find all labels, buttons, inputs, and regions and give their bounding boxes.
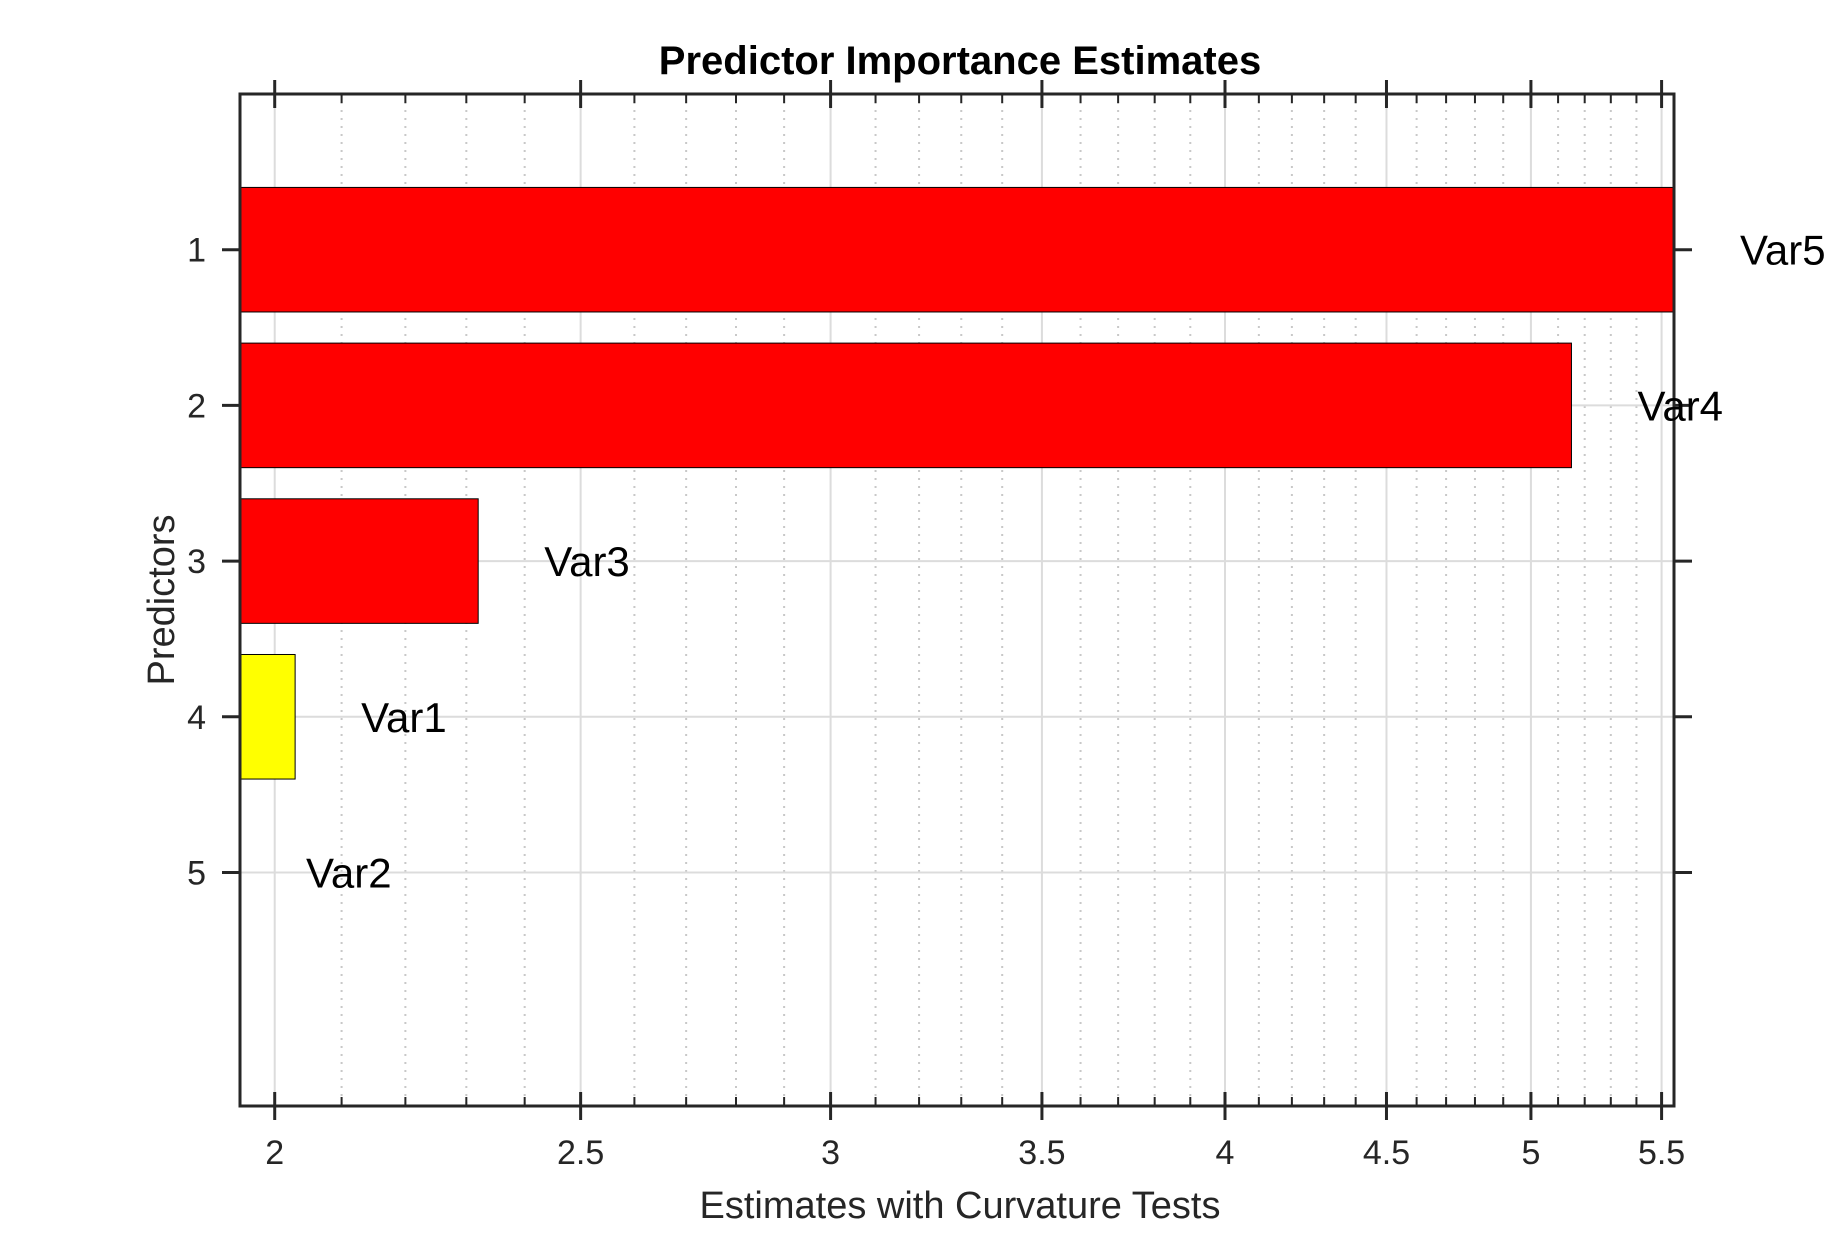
x-tick-label: 4 xyxy=(1216,1134,1235,1172)
x-tick-label: 2.5 xyxy=(557,1134,604,1172)
y-axis-label: Predictors xyxy=(141,514,183,685)
y-tick-label: 5 xyxy=(187,854,206,892)
bar-label-var3: Var3 xyxy=(544,538,630,585)
bar-label-var5: Var5 xyxy=(1740,227,1826,274)
tick-layer xyxy=(222,80,1692,1120)
x-tick-label: 3 xyxy=(821,1134,840,1172)
x-tick-label: 5 xyxy=(1521,1134,1540,1172)
y-tick-label: 2 xyxy=(187,387,206,425)
label-layer: 2 2.5 3 3.5 4 4.5 5 5.5 1 2 3 4 5 Var5 Var4 Var3 Var1 Var… xyxy=(187,227,1826,1172)
bar-var1 xyxy=(239,653,296,780)
x-tick-label: 2 xyxy=(265,1134,284,1172)
chart-title: Predictor Importance Estimates xyxy=(659,39,1261,83)
y-tick-label: 3 xyxy=(187,543,206,581)
x-tick-label: 3.5 xyxy=(1018,1134,1065,1172)
x-tick-label: 5.5 xyxy=(1638,1134,1685,1172)
y-tick-label: 4 xyxy=(187,699,206,737)
x-tick-label: 4.5 xyxy=(1363,1134,1410,1172)
bar-label-var2: Var2 xyxy=(306,849,392,896)
bar-layer xyxy=(239,186,1675,780)
bar-label-var1: Var1 xyxy=(361,694,447,741)
bar-label-var4: Var4 xyxy=(1637,382,1723,429)
bar-var5 xyxy=(239,186,1675,313)
bar-var3 xyxy=(239,498,479,624)
y-tick-label: 1 xyxy=(187,232,206,270)
bar-var4 xyxy=(239,342,1572,469)
x-axis-label: Estimates with Curvature Tests xyxy=(700,1185,1221,1227)
plot-frame xyxy=(238,92,1676,1108)
